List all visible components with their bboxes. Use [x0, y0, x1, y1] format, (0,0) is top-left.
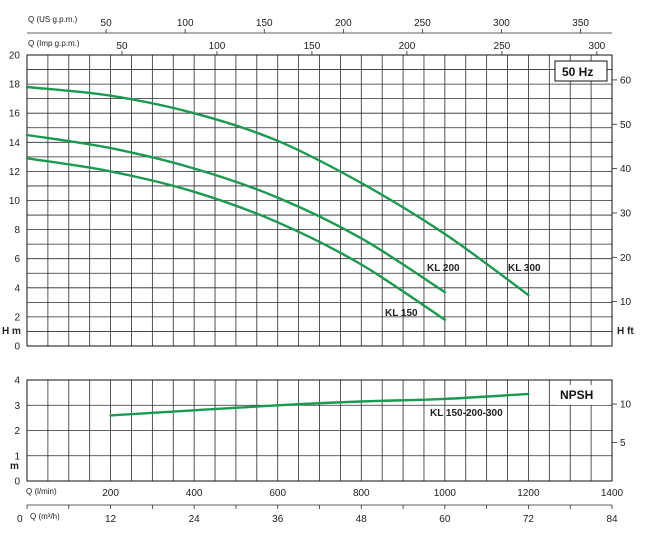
y-tick-label: 2: [14, 312, 20, 323]
imp-gpm-axis-label: Q (Imp g.p.m.): [28, 39, 80, 48]
y-tick-label: 6: [14, 254, 20, 265]
us-gpm-tick-label: 250: [414, 18, 431, 29]
curves: [25, 85, 530, 417]
npsh-y-right-tick-label: 5: [620, 438, 626, 449]
curve-kl-300: [25, 85, 530, 297]
y-tick-label: 18: [9, 80, 21, 91]
y-axis-label-h-m: H m: [2, 326, 21, 337]
y-right-tick-label: 10: [620, 297, 632, 308]
main-plot-frame: [26, 54, 613, 347]
curve-kl-200: [25, 133, 447, 294]
lmin-tick-label: 200: [102, 488, 119, 499]
main-grid: [27, 55, 612, 346]
lmin-tick-label: 1400: [601, 488, 624, 499]
npsh-y-tick-label: 3: [14, 401, 20, 412]
us-gpm-axis-label: Q (US g.p.m.): [28, 15, 78, 24]
m3h-tick-label: 36: [272, 514, 284, 525]
series-label-kl150: KL 150: [385, 308, 418, 319]
us-gpm-tick-label: 300: [493, 18, 510, 29]
curve-kl-150: [25, 157, 447, 321]
npsh-plot-frame: [26, 379, 613, 482]
lmin-tick-label: 800: [353, 488, 370, 499]
npsh-y-tick-label: 0: [14, 477, 20, 488]
m3h-axis-label: Q (m³/h): [30, 512, 60, 521]
imp-gpm-tick-label: 100: [209, 41, 226, 52]
npsh-y-tick-label: 2: [14, 426, 20, 437]
m3h-tick-label: 24: [189, 514, 201, 525]
lmin-tick-label: 600: [269, 488, 286, 499]
y-tick-label: 0: [14, 342, 20, 353]
us-gpm-tick-label: 150: [256, 18, 273, 29]
y-tick-label: 20: [9, 51, 21, 62]
lmin-axis-label: Q (l/min): [26, 487, 57, 496]
npsh-y-axis-label: m: [10, 461, 19, 472]
us-gpm-tick-label: 50: [101, 18, 113, 29]
y-right-tick-label: 50: [620, 120, 632, 131]
m3h-tick-label: 12: [105, 514, 117, 525]
imp-gpm-tick-label: 250: [494, 41, 511, 52]
y-right-tick-label: 60: [620, 75, 632, 86]
npsh-y-right-tick-label: 10: [620, 400, 632, 411]
y-right-tick-label: 20: [620, 253, 632, 264]
imp-gpm-tick-label: 150: [304, 41, 321, 52]
imp-gpm-tick-label: 300: [589, 41, 606, 52]
lmin-tick-label: 400: [186, 488, 203, 499]
npsh-y-tick-label: 1: [14, 451, 20, 462]
frequency-title: 50 Hz: [562, 65, 593, 79]
y-right-tick-label: 40: [620, 164, 632, 175]
m3h-tick-label: 84: [606, 514, 618, 525]
series-label-npsh: KL 150-200-300: [430, 408, 503, 419]
series-label-kl300: KL 300: [508, 263, 541, 274]
frequency-box: [554, 60, 608, 82]
us-gpm-tick-label: 350: [572, 18, 589, 29]
m3h-tick-label: 60: [439, 514, 451, 525]
y-axis-label-h-ft: H ft: [617, 326, 634, 337]
y-tick-label: 14: [9, 138, 21, 149]
y-tick-label: 8: [14, 225, 20, 236]
y-right-tick-label: 30: [620, 208, 632, 219]
y-tick-label: 12: [9, 167, 21, 178]
y-tick-label: 4: [14, 283, 20, 294]
y-tick-label: 10: [9, 196, 21, 207]
imp-gpm-tick-label: 200: [399, 41, 416, 52]
m3h-tick-label: 72: [523, 514, 535, 525]
lmin-tick-label: 1200: [517, 488, 540, 499]
npsh-title-box: [555, 385, 607, 405]
series-label-kl200: KL 200: [427, 263, 460, 274]
npsh-title: NPSH: [560, 388, 593, 402]
us-gpm-tick-label: 200: [335, 18, 352, 29]
us-gpm-tick-label: 100: [177, 18, 194, 29]
npsh-grid: [27, 380, 612, 481]
imp-gpm-tick-label: 50: [116, 41, 128, 52]
m3h-zero-tick: 0: [17, 514, 23, 525]
npsh-y-tick-label: 4: [14, 376, 20, 387]
lmin-tick-label: 1000: [434, 488, 457, 499]
y-tick-label: 16: [9, 109, 21, 120]
npsh-curve: [109, 392, 530, 417]
m3h-tick-label: 48: [356, 514, 368, 525]
